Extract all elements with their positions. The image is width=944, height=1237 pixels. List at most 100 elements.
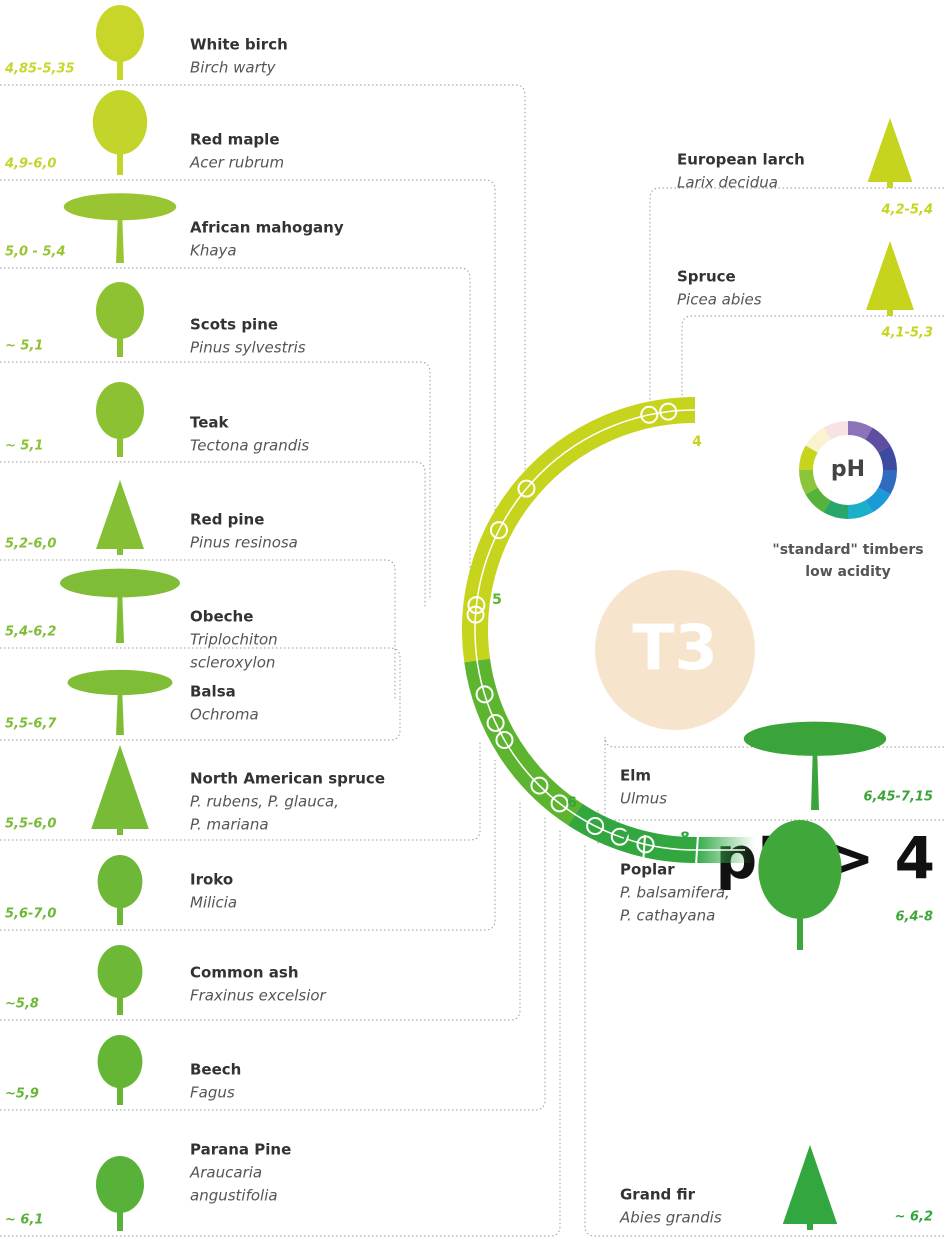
tree-crown: [96, 282, 144, 339]
tree-trunk: [117, 991, 123, 1016]
tree-crown: [758, 820, 841, 919]
ring-segment: [477, 661, 575, 815]
tree-latin: Birch warty: [190, 59, 277, 77]
tree-latin: Ochroma: [190, 706, 259, 724]
ph-range: ~ 6,1: [5, 1213, 43, 1228]
tree-trunk: [117, 1081, 123, 1106]
connector: [0, 815, 545, 1110]
tree-name: Beech: [190, 1061, 241, 1079]
tree-trunk: [117, 1205, 123, 1231]
tree-latin: Khaya: [190, 242, 237, 260]
tree-icon: [98, 1035, 143, 1105]
tree-icon: [96, 382, 144, 457]
tree-crown: [783, 1145, 837, 1224]
tree-name: North American spruce: [190, 770, 385, 788]
tree-trunk: [117, 431, 123, 457]
connector: [585, 845, 944, 1236]
tree-trunk: [117, 145, 123, 175]
tree-latin: Tectona grandis: [190, 437, 309, 455]
connector: [0, 268, 470, 575]
tree-crown: [96, 480, 144, 549]
legend-segment: [827, 506, 848, 512]
ph-range: 5,0 - 5,4: [5, 245, 66, 260]
ph-range: 4,1-5,3: [881, 326, 933, 341]
tree-latin: Ulmus: [620, 790, 667, 808]
infographic: T3 pH > 4 pH "standard" timbers low acid…: [0, 0, 944, 1237]
tree-name: Poplar: [620, 861, 675, 879]
ph-range: 6,4-8: [896, 910, 933, 925]
legend-segment: [869, 491, 884, 506]
tree-trunk: [887, 180, 893, 188]
tree-crown: [96, 5, 144, 62]
tree-icon: [783, 1145, 837, 1230]
ph-range: ~ 6,2: [895, 1210, 933, 1225]
tree-trunk: [797, 905, 803, 951]
tree-icon: [866, 241, 914, 316]
ph-range: 5,5-6,7: [5, 717, 57, 732]
center-label: T3: [632, 611, 717, 684]
connector: [0, 362, 430, 600]
legend-segment: [884, 470, 890, 491]
legend-segment: [848, 428, 869, 434]
tree-name: Elm: [620, 767, 651, 785]
tree-latin: Acer rubrum: [189, 154, 284, 172]
ph-range: ~ 5,1: [5, 339, 43, 354]
tree-trunk: [117, 54, 123, 80]
ph-range: 5,6-7,0: [5, 907, 56, 922]
tree-icon: [758, 820, 841, 950]
ph-range: ~ 5,1: [5, 439, 43, 454]
scale-label: 8: [680, 830, 690, 846]
tree-trunk: [117, 547, 123, 555]
tree-name: European larch: [677, 151, 805, 169]
tree-name: Spruce: [677, 268, 736, 286]
legend-segment: [884, 449, 890, 470]
tree-latin: Larix decidua: [677, 174, 778, 192]
legend-segment: [806, 470, 812, 491]
ph-range: 4,9-6,0: [4, 157, 56, 172]
tree-latin: Abies grandis: [619, 1209, 722, 1227]
ph-range: 5,4-6,2: [5, 625, 56, 640]
tree-latin: Fagus: [190, 1084, 235, 1102]
tree-icon: [96, 282, 144, 357]
legend-segment: [827, 428, 848, 434]
tree-crown: [98, 1035, 143, 1088]
tree-crown: [98, 855, 143, 908]
tree-name: Iroko: [190, 871, 233, 889]
tree-latin: angustifolia: [190, 1187, 278, 1205]
tree-icon: [98, 945, 143, 1015]
tree-trunk: [117, 901, 123, 926]
legend-segment: [812, 491, 827, 506]
tree-crown: [93, 90, 147, 155]
tree-icon: [96, 1156, 144, 1231]
tree-name: Balsa: [190, 683, 236, 701]
tree-name: Grand fir: [620, 1186, 696, 1204]
ph-range: ~5,9: [5, 1087, 39, 1102]
legend-symbol: pH: [831, 457, 865, 482]
tree-latin: Araucaria: [189, 1164, 262, 1182]
tree-latin: P. mariana: [190, 816, 269, 834]
tree-icon: [93, 90, 147, 175]
tree-trunk: [117, 827, 123, 835]
scale-label: 6: [567, 795, 577, 811]
tree-name: Red pine: [190, 511, 264, 529]
tree-crown: [98, 945, 143, 998]
tree-trunk: [887, 308, 893, 316]
tree-latin: Pinus sylvestris: [190, 339, 306, 357]
tree-latin: scleroxylon: [190, 654, 275, 672]
tree-latin: P. cathayana: [620, 907, 715, 925]
ph-range: 5,5-6,0: [5, 817, 56, 832]
tree-latin: Fraxinus excelsior: [190, 987, 327, 1005]
legend-segment: [806, 449, 812, 470]
ph-range: 4,85-5,35: [4, 62, 75, 77]
tree-icon: [868, 118, 913, 188]
tree-latin: Milicia: [190, 894, 237, 912]
connector: [0, 830, 560, 1236]
legend-caption: low acidity: [805, 564, 890, 580]
tree-icon: [60, 569, 180, 643]
tree-latin: P. balsamifera,: [620, 884, 730, 902]
tree-crown: [91, 745, 149, 829]
scale-label: 7: [620, 830, 630, 846]
tree-icon: [96, 480, 144, 555]
tree-trunk: [807, 1222, 813, 1230]
ph-range: 6,45-7,15: [863, 790, 933, 805]
